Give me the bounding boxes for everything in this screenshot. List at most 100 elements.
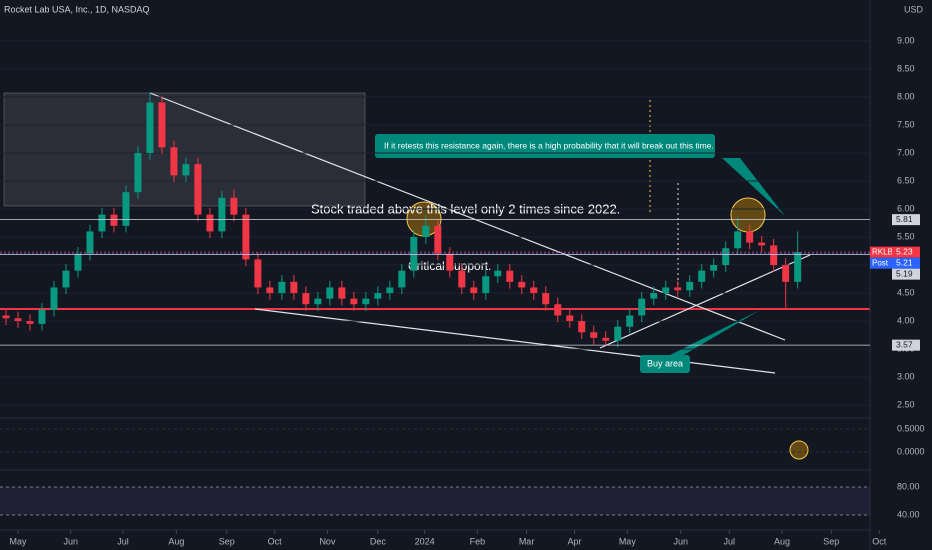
candle-body <box>182 164 190 176</box>
candle-body <box>218 197 226 232</box>
x-tick-label: Aug <box>168 536 184 546</box>
y-tick-label: 7.00 <box>897 147 915 157</box>
candle-body <box>122 192 130 226</box>
callout-pointer <box>722 158 785 216</box>
candle-body <box>410 237 418 271</box>
candle-body <box>650 293 658 299</box>
candle-body <box>758 242 766 246</box>
x-tick-label: Oct <box>268 536 283 546</box>
x-tick-label: Jun <box>673 536 688 546</box>
y-tick-label: 6.50 <box>897 175 915 185</box>
x-tick-label: Jun <box>64 536 79 546</box>
candle-body <box>74 253 82 271</box>
candle-body <box>590 332 598 338</box>
level-name: Post <box>872 258 889 267</box>
candle-body <box>110 214 118 226</box>
candle-body <box>170 147 178 176</box>
level-box <box>892 246 920 258</box>
candle-body <box>86 231 94 254</box>
candle-body <box>62 270 70 288</box>
x-tick-label: Aug <box>774 536 790 546</box>
trendline <box>599 254 811 349</box>
candle-body <box>530 287 538 294</box>
level-name-box <box>870 257 892 269</box>
candle-body <box>422 225 430 238</box>
range-box <box>3 92 366 207</box>
y-tick-label: 7.50 <box>897 119 915 129</box>
candle-body <box>50 287 58 310</box>
candle-body <box>98 214 106 232</box>
rsi-band <box>0 487 870 515</box>
x-tick-label: Feb <box>470 536 486 546</box>
trendline <box>149 92 786 341</box>
candle-body <box>482 276 490 294</box>
y-tick-label: 4.50 <box>897 287 915 297</box>
y-tick-label: 9.00 <box>897 35 915 45</box>
candle-body <box>638 298 646 316</box>
candle-body <box>374 293 382 299</box>
candle-body <box>290 281 298 294</box>
candle-body <box>158 102 166 148</box>
candle-body <box>194 164 202 215</box>
rsi-tick-label: 80.00 <box>897 481 920 491</box>
candle-body <box>734 231 742 249</box>
y-tick-label: 6.00 <box>897 203 915 213</box>
candle-body <box>770 245 778 266</box>
x-tick-label: May <box>9 536 27 546</box>
level-label: 5.81 <box>896 214 913 224</box>
candle-body <box>566 315 574 322</box>
x-tick-label: Jul <box>724 536 736 546</box>
candle-body <box>782 265 790 282</box>
level-name-box <box>870 246 892 258</box>
level-box <box>892 339 920 351</box>
x-tick-label: Sep <box>823 536 839 546</box>
candle-body <box>338 287 346 299</box>
x-tick-label: Dec <box>370 536 387 546</box>
x-tick-label: Apr <box>568 536 582 546</box>
candle-body <box>614 326 622 341</box>
level-box <box>892 214 920 226</box>
y-tick-label: 4.00 <box>897 315 915 325</box>
chart-title: Rocket Lab USA, Inc., 1D, NASDAQ <box>4 4 150 14</box>
candle-body <box>542 293 550 305</box>
candle-body <box>266 287 274 294</box>
candle-body <box>662 287 670 294</box>
y-tick-label: 8.00 <box>897 91 915 101</box>
level-label: 5.19 <box>896 268 913 278</box>
y-tick-label: 8.50 <box>897 63 915 73</box>
candle-body <box>434 225 442 254</box>
candle-body <box>494 270 502 277</box>
candle-body <box>746 231 754 243</box>
candle-body <box>794 252 802 282</box>
candle-body <box>446 253 454 271</box>
macd-tick-label: 0.0000 <box>897 446 925 456</box>
x-tick-label: May <box>619 536 637 546</box>
highlight-circle <box>730 197 766 233</box>
level-name: RKLB <box>872 247 893 256</box>
candle-body <box>278 281 286 294</box>
candle-body <box>686 281 694 291</box>
candle-body <box>254 259 262 288</box>
candle-body <box>506 270 514 282</box>
candle-body <box>14 318 22 322</box>
candle-body <box>302 293 310 305</box>
candle-body <box>242 214 250 260</box>
level-label: 5.21 <box>896 257 913 267</box>
candle-body <box>206 214 214 232</box>
candle-body <box>710 265 718 271</box>
candle-body <box>146 102 154 153</box>
candle-body <box>674 287 682 291</box>
candle-body <box>314 298 322 305</box>
y-tick-label: 2.50 <box>897 399 915 409</box>
level-label: 3.57 <box>896 339 913 349</box>
x-tick-label: Jul <box>117 536 129 546</box>
candle-body <box>362 298 370 305</box>
candle-body <box>698 270 706 282</box>
y-tick-label: 5.50 <box>897 231 915 241</box>
rsi-tick-label: 40.00 <box>897 509 920 519</box>
candle-body <box>38 309 46 324</box>
candle-body <box>602 337 610 341</box>
